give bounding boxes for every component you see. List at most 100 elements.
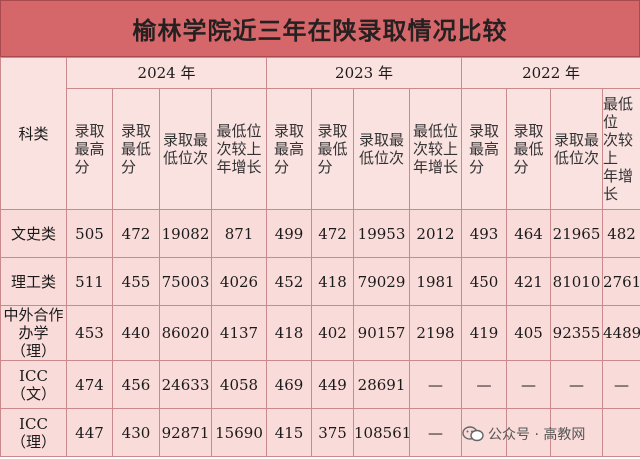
page-title: 榆林学院近三年在陕录取情况比较: [132, 16, 508, 45]
column-label-line: 分: [274, 158, 290, 176]
year-2022-header: 2022 年: [461, 57, 640, 89]
table-cell: 19082: [159, 209, 212, 258]
table-body: 文史类 505 472 19082 871 499 472 19953 2012 493 464 21…: [0, 209, 640, 457]
table-cell: 456: [112, 360, 160, 409]
column-label-line: 次较上: [603, 131, 634, 167]
column-label-line: 分: [317, 158, 333, 176]
table-row: 理工类 511 455 75003 4026 452 418 79029 1981 450 421 8…: [0, 257, 640, 306]
table-cell: 418: [266, 305, 313, 361]
watermark-text: 公众号 · 高教网: [488, 427, 586, 443]
subject-line: ICC（理）: [10, 414, 56, 451]
column-label-line: 分: [120, 158, 136, 176]
column-label-line: 低位次: [554, 149, 600, 167]
table-cell: 4026: [210, 257, 268, 306]
table-cell: 4489: [602, 305, 640, 361]
table-cell: 452: [266, 257, 313, 306]
subject-header: 科类: [0, 57, 67, 210]
column-label-line: 录取: [74, 122, 105, 140]
table-cell: 505: [66, 209, 113, 258]
table-cell: 21965: [550, 209, 604, 258]
table-cell: 28691: [353, 360, 411, 409]
column-label-line: 低位次: [162, 149, 208, 167]
table-cell: 375: [311, 408, 355, 457]
table-cell: —: [506, 360, 552, 409]
table-cell: 482: [602, 209, 640, 258]
table-cell: 79029: [353, 257, 411, 306]
table-cell: 511: [66, 257, 113, 306]
column-label-line: 录取: [469, 122, 500, 140]
table-cell: —: [461, 360, 508, 409]
subject-cell: 理工类: [0, 257, 67, 306]
table-cell: 472: [311, 209, 355, 258]
column-label-line: 年增长: [413, 158, 459, 176]
column-label-line: 分: [74, 158, 90, 176]
column-label: 录取最 低位次: [159, 88, 212, 210]
column-label-line: 分: [469, 158, 485, 176]
watermark: 公众号 · 高教网: [462, 424, 585, 444]
table-cell: 81010: [550, 257, 604, 306]
table-cell: 15690: [210, 408, 268, 457]
table-cell: 415: [266, 408, 313, 457]
subject-line: 文史类: [10, 224, 56, 243]
table-cell: 472: [112, 209, 160, 258]
column-label-line: 录取: [317, 122, 348, 140]
subject-line: 办学（理）: [10, 324, 56, 360]
column-label-line: 低位次: [359, 149, 405, 167]
column-label-line: 最高: [469, 140, 500, 158]
table-cell: 493: [461, 209, 508, 258]
column-label: 录取 最高分: [66, 88, 113, 210]
subject-cell: ICC（文）: [0, 360, 67, 409]
column-label: 录取 最低分: [112, 88, 160, 210]
table-row: ICC（理） 447 430 92871 15690 415 375 108561—: [0, 408, 640, 457]
table-cell: 450: [461, 257, 508, 306]
table-row: ICC（文） 474 456 24633 4058 469 449 28691— — — — —: [0, 360, 640, 409]
column-label-line: 年增长: [603, 167, 634, 203]
year-2024-header: 2024 年: [65, 57, 268, 89]
column-label-line: 录取: [513, 122, 544, 140]
subject-cell: ICC（理）: [0, 408, 67, 457]
table-cell: 447: [66, 408, 113, 457]
column-label-line: 年增长: [216, 158, 262, 176]
table-cell: 2761: [602, 257, 640, 306]
column-label-line: 最低: [513, 140, 544, 158]
table-cell: —: [550, 360, 604, 409]
column-label: 录取最 低位次: [550, 88, 604, 210]
table-cell: [461, 408, 508, 457]
table-cell: 421: [506, 257, 552, 306]
table-cell: 24633: [159, 360, 212, 409]
table-cell: [506, 408, 552, 457]
table-cell: 419: [461, 305, 508, 361]
table-row: 文史类 505 472 19082 871 499 472 19953 2012 493 464 21…: [0, 209, 640, 258]
subject-line: ICC（文）: [10, 366, 56, 403]
column-label-line: 分: [513, 158, 529, 176]
admission-table: 科类 2024 年 2023 年 2022 年 录取 最高分录取 最低分录取最 低位次…: [0, 57, 640, 457]
column-label-line: 最高: [74, 140, 105, 158]
subject-line: 理工类: [10, 272, 56, 291]
column-label-line: 最高: [274, 140, 305, 158]
column-label-line: 录取最: [162, 131, 208, 149]
column-label-line: 最低位: [413, 122, 459, 140]
column-label-line: 最低: [120, 140, 151, 158]
table-cell: 90157: [353, 305, 411, 361]
column-label: 最低位 次较上 年增长: [602, 88, 640, 210]
table-cell: 449: [311, 360, 355, 409]
table-cell: 2012: [409, 209, 463, 258]
table-cell: 418: [311, 257, 355, 306]
table-cell: 453: [66, 305, 113, 361]
year-2023-header: 2023 年: [266, 57, 463, 89]
table-cell: 469: [266, 360, 313, 409]
column-label-line: 录取: [120, 122, 151, 140]
column-label-line: 录取: [274, 122, 305, 140]
table-cell: 430: [112, 408, 160, 457]
column-label: 录取 最低分: [311, 88, 355, 210]
column-label-line: 录取最: [554, 131, 600, 149]
table-cell: 4058: [210, 360, 268, 409]
table-cell: 402: [311, 305, 355, 361]
title-banner: 榆林学院近三年在陕录取情况比较: [0, 0, 640, 57]
column-label-row: 录取 最高分录取 最低分录取最 低位次 最低位 次较上 年增长 录取 最高分录取 最低分录取最 低位…: [1, 88, 640, 210]
column-label-line: 最低: [317, 140, 348, 158]
table-cell: 86020: [159, 305, 212, 361]
table-cell: —: [409, 360, 463, 409]
column-label-line: 录取最: [359, 131, 405, 149]
table-cell: 108561: [353, 408, 411, 457]
